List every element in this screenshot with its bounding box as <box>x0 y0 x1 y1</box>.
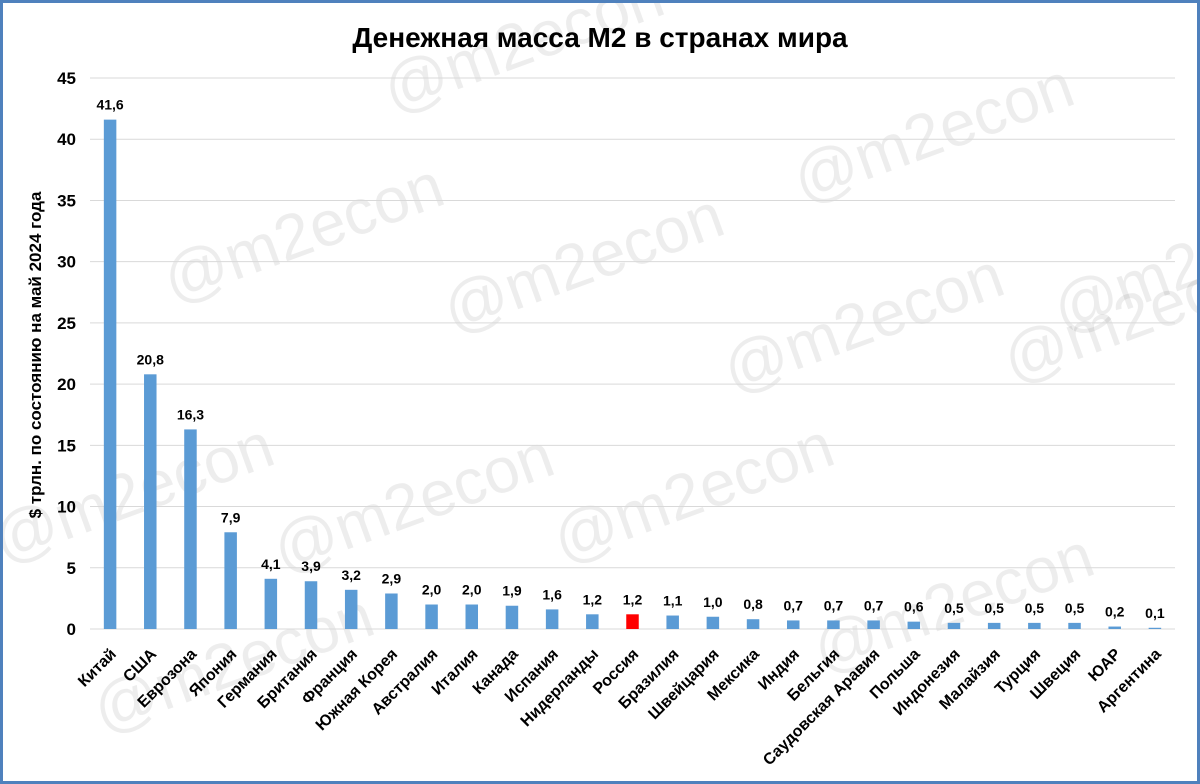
y-tick-label: 5 <box>67 559 76 578</box>
data-label: 0,2 <box>1105 604 1125 620</box>
data-label: 1,2 <box>623 591 643 607</box>
bar <box>827 620 840 629</box>
chart-title: Денежная масса М2 в странах мира <box>352 22 848 53</box>
data-label: 20,8 <box>137 351 164 367</box>
data-labels: 41,6 20,8 16,3 7,9 4,1 3,9 3,2 2,9 2,0 2,0 1,9 1,6 1… <box>96 97 1164 621</box>
bar <box>867 620 880 629</box>
bar <box>1068 622 1081 629</box>
bar <box>144 374 157 629</box>
bar <box>1108 626 1121 629</box>
watermark-text: @m2econ <box>153 148 453 316</box>
watermark-text: @m2econ <box>433 178 733 346</box>
bar <box>465 604 479 629</box>
data-label: 41,6 <box>96 97 123 113</box>
data-label: 1,9 <box>502 583 522 599</box>
y-tick-label: 35 <box>57 191 76 210</box>
y-tick-label: 10 <box>57 498 76 517</box>
bar <box>264 578 278 629</box>
data-label: 1,1 <box>663 593 683 609</box>
data-label: 0,5 <box>1065 600 1085 616</box>
data-label: 0,5 <box>944 600 964 616</box>
y-tick-label: 25 <box>57 314 76 333</box>
y-tick-label: 45 <box>57 69 76 88</box>
bar <box>184 429 197 629</box>
y-tick-label: 20 <box>57 375 76 394</box>
data-label: 7,9 <box>221 509 241 525</box>
bar <box>746 619 760 629</box>
bar <box>505 605 519 629</box>
data-label: 0,6 <box>904 599 924 615</box>
bar <box>987 622 1001 629</box>
bar <box>344 589 358 629</box>
bar <box>947 622 961 629</box>
data-label: 0,7 <box>784 597 804 613</box>
bar <box>1148 627 1162 629</box>
data-label: 1,6 <box>542 586 562 602</box>
data-label: 2,9 <box>382 570 402 586</box>
data-label: 2,0 <box>462 582 482 598</box>
bar <box>907 621 921 629</box>
y-tick-label: 15 <box>57 436 76 455</box>
bar <box>224 532 237 629</box>
data-label: 0,5 <box>984 600 1004 616</box>
data-label: 0,1 <box>1145 605 1165 621</box>
data-label: 16,3 <box>177 406 204 422</box>
bar <box>1028 622 1041 629</box>
data-label: 4,1 <box>261 556 281 572</box>
bar <box>706 616 720 629</box>
data-label: 2,0 <box>422 582 442 598</box>
watermark-text: @m2econ <box>713 238 1013 406</box>
bars <box>103 119 1162 630</box>
y-tick-label: 30 <box>57 253 76 272</box>
y-axis-ticks: 0 5 10 15 20 25 30 35 40 45 <box>57 69 76 639</box>
watermark-text: @m2econ <box>543 408 843 576</box>
bar <box>103 119 117 630</box>
watermark-layer: @m2econ@m2econ@m2econ@m2econ@m2econ@m2ec… <box>3 3 1197 746</box>
data-label: 1,2 <box>583 591 603 607</box>
bar <box>385 593 398 629</box>
data-label: 3,9 <box>301 558 321 574</box>
bar <box>626 614 639 629</box>
y-tick-label: 40 <box>57 130 76 149</box>
y-axis-label: $ трлн. по состоянию на май 2024 года <box>26 191 45 518</box>
bar <box>786 620 800 629</box>
data-label: 1,0 <box>703 594 723 610</box>
bar <box>666 615 679 629</box>
data-label: 0,5 <box>1025 600 1045 616</box>
bar-chart: @m2econ@m2econ@m2econ@m2econ@m2econ@m2ec… <box>3 3 1197 769</box>
data-label: 3,2 <box>341 567 361 583</box>
bar <box>304 581 318 629</box>
bar <box>586 614 599 629</box>
bar <box>425 604 438 629</box>
bar <box>545 609 559 629</box>
watermark-text: @m2econ <box>783 48 1083 216</box>
y-tick-label: 0 <box>67 620 76 639</box>
data-label: 0,7 <box>824 597 844 613</box>
data-label: 0,7 <box>864 597 884 613</box>
data-label: 0,8 <box>743 596 763 612</box>
